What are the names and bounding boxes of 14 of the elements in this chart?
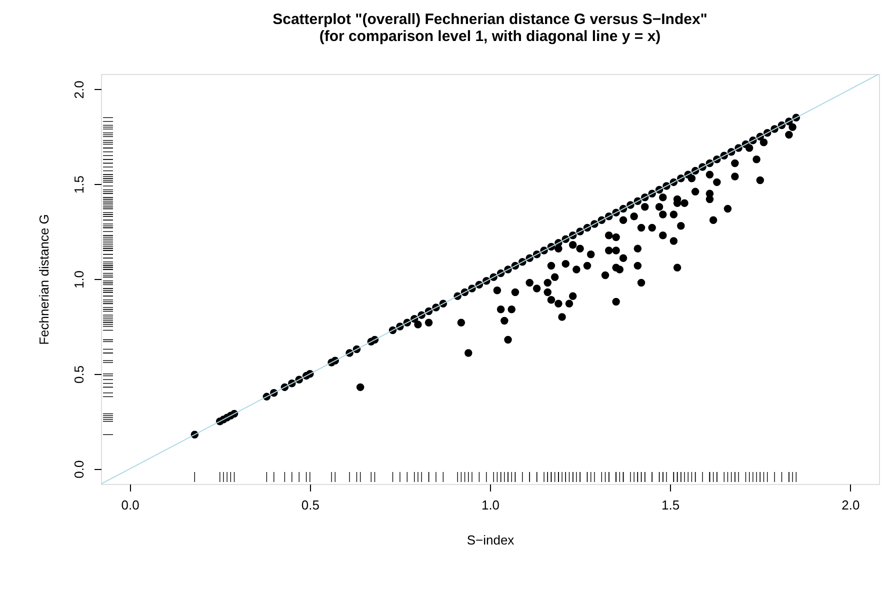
y-tick-label: 0.0 [72,460,86,478]
y-tick-label: 1.5 [72,176,86,194]
x-tick-label: 1.5 [662,498,680,512]
text: (for comparison level 1, with diagonal line y = x) [319,28,661,45]
x-tick-label: 2.0 [842,498,860,512]
y-axis-title: Fechnerian distance G [36,214,52,345]
text: Scatterplot "(overall) Fechnerian distance G versus S−Index" [272,11,708,28]
x-tick-label: 1.0 [481,498,500,512]
x-tick-label: 0.5 [301,498,320,512]
x-axis-title: S−index [466,532,515,548]
x-tick-label: 0.0 [121,498,140,512]
y-tick-label: 2.0 [72,80,86,99]
y-tick-label: 1.0 [72,270,86,289]
y-tick-label: 0.5 [72,365,86,384]
